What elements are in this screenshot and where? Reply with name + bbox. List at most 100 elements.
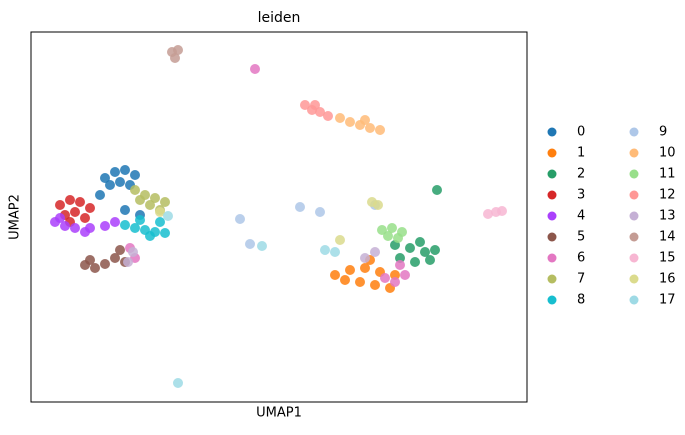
- point: [315, 107, 325, 117]
- point: [383, 231, 393, 241]
- legend-label: 13: [659, 209, 676, 224]
- point: [155, 207, 165, 217]
- point: [70, 223, 80, 233]
- point: [135, 195, 145, 205]
- legend-marker: [629, 253, 639, 263]
- point: [320, 245, 330, 255]
- point: [95, 190, 105, 200]
- point: [393, 233, 403, 243]
- point: [130, 223, 140, 233]
- legend-label: 3: [577, 188, 585, 203]
- point: [85, 255, 95, 265]
- legend-marker: [547, 232, 557, 242]
- point: [120, 165, 130, 175]
- point: [120, 205, 130, 215]
- point: [55, 213, 65, 223]
- legend-marker: [629, 232, 639, 242]
- legend-label: 0: [577, 125, 585, 140]
- point: [257, 241, 267, 251]
- point: [100, 173, 110, 183]
- point: [395, 253, 405, 263]
- plot-frame: [30, 31, 528, 403]
- legend-label: 14: [659, 230, 676, 245]
- point: [173, 45, 183, 55]
- point: [330, 270, 340, 280]
- point: [163, 211, 173, 221]
- point: [75, 197, 85, 207]
- legend-marker: [547, 127, 557, 137]
- point: [432, 185, 442, 195]
- legend-label: 17: [659, 293, 676, 308]
- legend-label: 1: [577, 146, 585, 161]
- legend-marker: [629, 127, 639, 137]
- point: [335, 235, 345, 245]
- legend-marker: [629, 274, 639, 284]
- point: [345, 117, 355, 127]
- point: [430, 245, 440, 255]
- point: [323, 111, 333, 121]
- point: [110, 167, 120, 177]
- legend-label: 6: [577, 251, 585, 266]
- legend-marker: [547, 274, 557, 284]
- point: [160, 197, 170, 207]
- point: [80, 213, 90, 223]
- point: [100, 259, 110, 269]
- legend-label: 8: [577, 293, 585, 308]
- point: [300, 100, 310, 110]
- legend-label: 4: [577, 209, 585, 224]
- point: [483, 209, 493, 219]
- point: [295, 202, 305, 212]
- point: [373, 200, 383, 210]
- point: [310, 100, 320, 110]
- legend-label: 16: [659, 272, 676, 287]
- point: [90, 263, 100, 273]
- point: [145, 231, 155, 241]
- point: [155, 217, 165, 227]
- point: [55, 200, 65, 210]
- point: [497, 206, 507, 216]
- legend-marker: [547, 190, 557, 200]
- legend-marker: [629, 148, 639, 158]
- point: [65, 195, 75, 205]
- point: [130, 170, 140, 180]
- point: [60, 221, 70, 231]
- legend-marker: [547, 295, 557, 305]
- point: [160, 228, 170, 238]
- point: [120, 220, 130, 230]
- point: [387, 223, 397, 233]
- point: [80, 227, 90, 237]
- point: [115, 177, 125, 187]
- point: [345, 265, 355, 275]
- point: [410, 257, 420, 267]
- point: [105, 180, 115, 190]
- legend-marker: [547, 211, 557, 221]
- point: [250, 64, 260, 74]
- point: [173, 378, 183, 388]
- legend-marker: [547, 253, 557, 263]
- point: [115, 245, 125, 255]
- legend-marker: [629, 295, 639, 305]
- point: [360, 253, 370, 263]
- legend-marker: [629, 211, 639, 221]
- point: [340, 275, 350, 285]
- point: [70, 207, 80, 217]
- legend-marker: [629, 169, 639, 179]
- point: [130, 185, 140, 195]
- point: [335, 113, 345, 123]
- point: [85, 203, 95, 213]
- point: [400, 270, 410, 280]
- point: [245, 239, 255, 249]
- point: [170, 53, 180, 63]
- point: [390, 270, 400, 280]
- point: [355, 277, 365, 287]
- point: [135, 215, 145, 225]
- legend-marker: [547, 148, 557, 158]
- point: [375, 125, 385, 135]
- legend-marker: [547, 169, 557, 179]
- point: [390, 277, 400, 287]
- point: [100, 221, 110, 231]
- point: [395, 260, 405, 270]
- point: [420, 247, 430, 257]
- point: [370, 280, 380, 290]
